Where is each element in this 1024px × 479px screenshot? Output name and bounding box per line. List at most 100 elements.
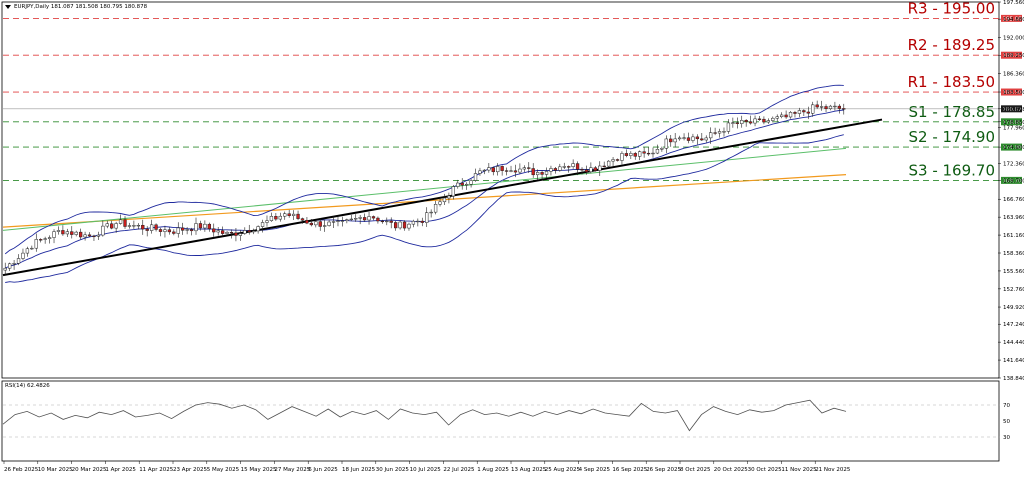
candle-body: [763, 119, 766, 122]
level-label-r1: R1 - 183.50: [908, 73, 995, 91]
candle-body: [448, 196, 451, 198]
candle-body: [709, 133, 712, 138]
candle-body: [758, 119, 761, 120]
candle-body: [283, 214, 286, 216]
candle-body: [394, 222, 397, 227]
candle-body: [692, 137, 695, 141]
candle-body: [829, 106, 832, 109]
date-tick-label: 26 Feb 2025: [4, 467, 39, 473]
price-panel-frame: [2, 2, 999, 378]
price-tick-label: 158.360: [1003, 251, 1024, 257]
candle-body: [616, 159, 619, 160]
candle-body: [235, 233, 238, 236]
candle-body: [660, 148, 663, 149]
candle-body: [545, 171, 548, 174]
candle-body: [48, 238, 51, 239]
price-tick-label: 161.160: [1003, 233, 1024, 239]
price-tick-label: 189.250: [1003, 53, 1024, 59]
candle-body: [79, 232, 82, 237]
candle-body: [168, 230, 171, 232]
date-tick-label: 1 Aug 2025: [477, 467, 509, 473]
candle-body: [310, 223, 313, 225]
price-tick-label: 169.700: [1003, 178, 1024, 184]
price-tick-label: 144.440: [1003, 340, 1024, 346]
candle-body: [452, 187, 455, 196]
candle-body: [208, 224, 211, 229]
date-tick-label: 10 Jul 2025: [410, 467, 442, 473]
date-tick-label: 6 Jun 2025: [308, 467, 338, 473]
date-tick-label: 5 May 2025: [207, 467, 240, 473]
candle-body: [314, 222, 317, 225]
candle-body: [301, 219, 304, 221]
candle-body: [381, 221, 384, 222]
candle-body: [771, 118, 774, 120]
candle-body: [146, 229, 149, 231]
candle-body: [798, 111, 801, 114]
date-tick-label: 1 Apr 2025: [105, 467, 136, 473]
level-label-s2: S2 - 174.90: [909, 128, 996, 146]
candle-body: [456, 183, 459, 187]
candle-body: [820, 106, 823, 107]
candle-body: [323, 226, 326, 227]
rsi-info: RSI(14) 62.4826: [5, 383, 50, 389]
price-tick-label: 166.760: [1003, 197, 1024, 203]
candle-body: [625, 153, 628, 155]
candle-body: [647, 153, 650, 154]
candle-body: [75, 232, 78, 234]
candle-body: [221, 231, 224, 234]
candle-body: [479, 171, 482, 174]
candle-body: [541, 172, 544, 174]
candle-body: [558, 167, 561, 171]
date-tick-label: 22 Jul 2025: [443, 467, 475, 473]
candle-body: [421, 221, 424, 222]
price-tick-label: 183.500: [1003, 90, 1024, 96]
date-tick-label: 11 Apr 2025: [139, 467, 174, 473]
candle-body: [736, 123, 739, 124]
candle-body: [825, 106, 828, 108]
date-tick-label: 20 Oct 2025: [714, 467, 749, 473]
candle-body: [678, 138, 681, 139]
candle-body: [35, 239, 38, 248]
candle-body: [687, 138, 690, 141]
candle-body: [337, 221, 340, 222]
candle-body: [483, 170, 486, 171]
candle-body: [177, 228, 180, 234]
candle-body: [652, 153, 655, 154]
price-tick-label: 163.960: [1003, 215, 1024, 221]
candle-body: [297, 214, 300, 219]
candle-body: [487, 168, 490, 170]
price-tick-label: 197.560: [1003, 0, 1024, 6]
candle-body: [350, 219, 353, 220]
date-tick-label: 18 Jun 2025: [342, 467, 376, 473]
candle-body: [332, 221, 335, 222]
candle-body: [416, 221, 419, 222]
candle-body: [501, 166, 504, 170]
candle-body: [425, 213, 428, 223]
candle-body: [439, 202, 442, 204]
date-tick-label: 13 Aug 2025: [511, 467, 547, 473]
candle-body: [518, 169, 521, 172]
candle-body: [137, 225, 140, 226]
date-tick-label: 10 Mar 2025: [38, 467, 73, 473]
candle-body: [159, 229, 162, 231]
candle-body: [399, 222, 402, 228]
candle-body: [643, 152, 646, 154]
candle-body: [44, 239, 47, 240]
candle-body: [172, 232, 175, 234]
candle-body: [270, 216, 273, 220]
candle-body: [576, 164, 579, 170]
candle-body: [563, 166, 566, 167]
candle-body: [754, 119, 757, 123]
candle-body: [93, 236, 96, 237]
candle-body: [243, 230, 246, 233]
candle-body: [665, 139, 668, 148]
price-tick-label: 147.240: [1003, 322, 1024, 328]
candle-body: [465, 184, 468, 185]
candle-body: [811, 105, 814, 113]
date-tick-label: 26 Sep 2025: [646, 467, 681, 473]
price-tick-label: 138.840: [1003, 376, 1024, 382]
candle-body: [727, 123, 730, 131]
candle-body: [190, 230, 193, 231]
candle-body: [443, 198, 446, 202]
